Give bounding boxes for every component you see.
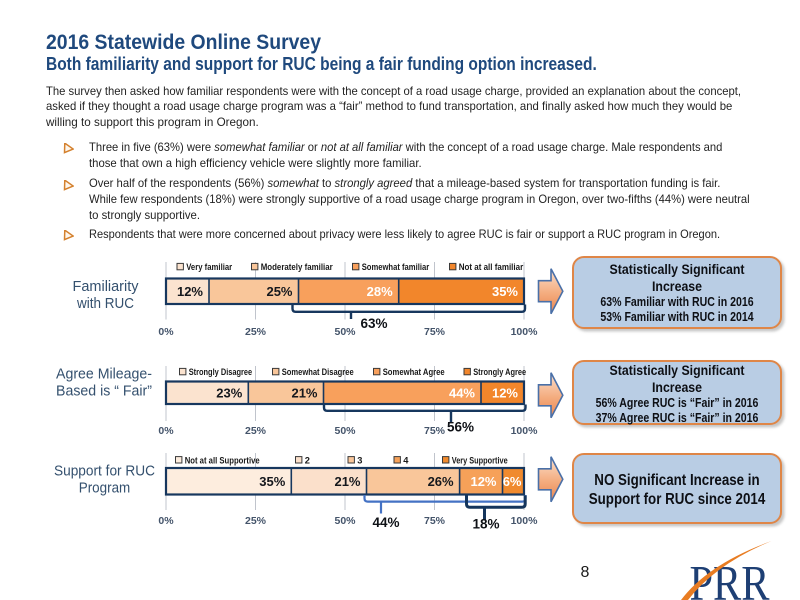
svg-text:50%: 50% <box>334 515 356 527</box>
svg-text:Not at all Supportive: Not at all Supportive <box>185 455 260 465</box>
svg-text:25%: 25% <box>245 326 267 338</box>
svg-text:Not at all familiar: Not at all familiar <box>459 262 524 272</box>
svg-text:23%: 23% <box>216 385 242 400</box>
svg-text:Agree Mileage-: Agree Mileage- <box>56 366 152 383</box>
svg-text:75%: 75% <box>424 425 446 437</box>
svg-text:25%: 25% <box>245 425 267 437</box>
svg-text:25%: 25% <box>266 284 292 299</box>
svg-text:6%: 6% <box>503 474 522 489</box>
svg-text:75%: 75% <box>424 326 446 338</box>
svg-text:Somewhat Agree: Somewhat Agree <box>383 367 445 377</box>
svg-text:44%: 44% <box>372 515 399 530</box>
svg-text:21%: 21% <box>291 385 317 400</box>
svg-text:21%: 21% <box>334 474 360 489</box>
svg-text:Very familiar: Very familiar <box>186 262 232 272</box>
svg-text:12%: 12% <box>492 385 518 400</box>
svg-text:25%: 25% <box>245 515 267 527</box>
svg-text:Very Supportive: Very Supportive <box>452 455 508 465</box>
svg-text:63%: 63% <box>360 316 387 331</box>
svg-text:Based is “ Fair”: Based is “ Fair” <box>56 382 152 399</box>
svg-text:Familiarity: Familiarity <box>73 278 139 295</box>
svg-text:2: 2 <box>305 455 310 465</box>
svg-text:35%: 35% <box>259 474 285 489</box>
svg-text:50%: 50% <box>334 326 356 338</box>
svg-text:44%: 44% <box>449 385 475 400</box>
svg-text:4: 4 <box>403 455 409 465</box>
svg-text:3: 3 <box>357 455 362 465</box>
svg-text:100%: 100% <box>511 515 539 527</box>
svg-text:100%: 100% <box>511 425 539 437</box>
svg-text:with RUC: with RUC <box>76 295 134 312</box>
svg-text:12%: 12% <box>177 284 203 299</box>
svg-text:Strongly Disagree: Strongly Disagree <box>189 367 253 377</box>
svg-text:100%: 100% <box>511 326 539 338</box>
svg-text:28%: 28% <box>367 284 393 299</box>
svg-text:0%: 0% <box>158 425 174 437</box>
svg-text:35%: 35% <box>492 284 518 299</box>
svg-text:0%: 0% <box>158 515 174 527</box>
svg-text:75%: 75% <box>424 515 446 527</box>
svg-text:Somewhat Disagree: Somewhat Disagree <box>282 367 354 377</box>
svg-text:Somewhat familiar: Somewhat familiar <box>362 262 430 272</box>
svg-text:Support for RUC: Support for RUC <box>54 463 155 480</box>
svg-text:Program: Program <box>79 479 131 496</box>
svg-text:Moderately familiar: Moderately familiar <box>261 262 333 272</box>
svg-text:Strongly Agree: Strongly Agree <box>473 367 526 377</box>
svg-text:50%: 50% <box>334 425 356 437</box>
svg-text:26%: 26% <box>428 474 454 489</box>
svg-text:18%: 18% <box>472 517 499 532</box>
svg-text:56%: 56% <box>447 420 474 435</box>
svg-text:12%: 12% <box>470 474 496 489</box>
svg-text:0%: 0% <box>158 326 174 338</box>
